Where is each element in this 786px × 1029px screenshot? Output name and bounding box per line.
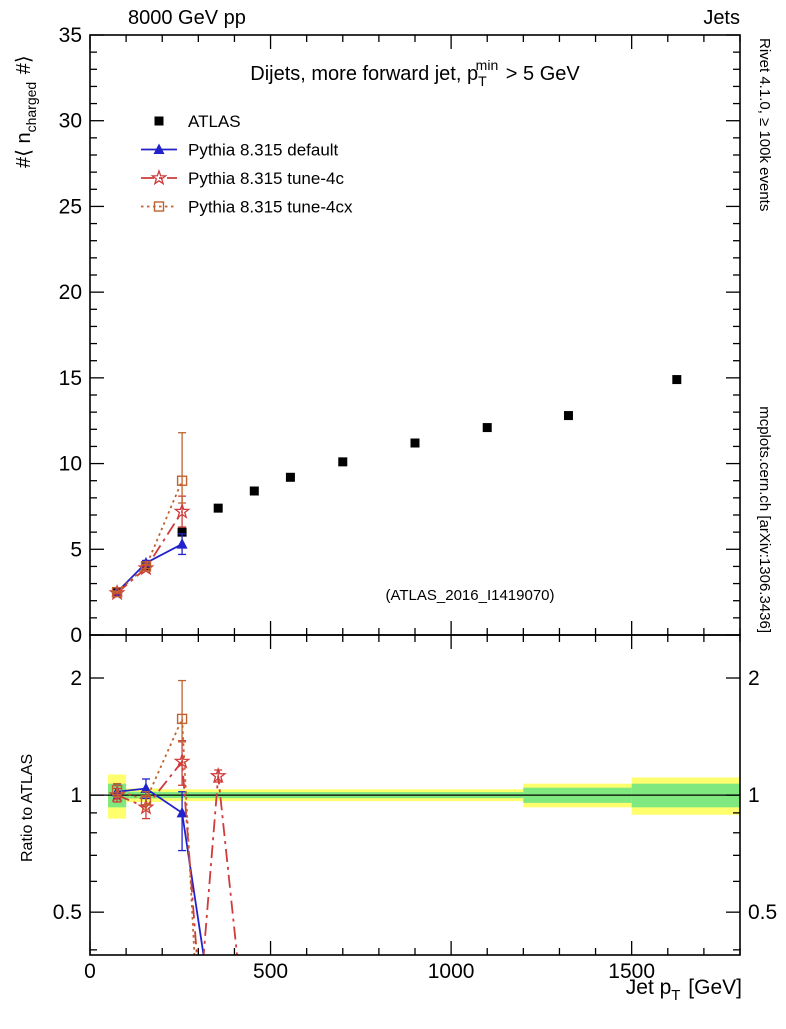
legend-label-pythia-4c: Pythia 8.315 tune-4c [188, 169, 344, 188]
data-point [176, 806, 188, 818]
tick-label: 20 [59, 281, 82, 304]
data-point [176, 475, 188, 486]
plot-title: Dijets, more forward jet, pTmin > 5 GeV [250, 57, 580, 89]
main-y-axis-title: #⟨ ncharged #⟩ [13, 55, 39, 168]
data-point [249, 486, 259, 496]
tick-label: 0.5 [748, 901, 777, 924]
tick-label: 0.5 [53, 901, 82, 924]
tick-label: 2 [70, 667, 82, 690]
tick-label: 35 [59, 24, 82, 47]
tick-label: 2 [748, 667, 760, 690]
series-pythia-8-315-tune-4cx [111, 679, 196, 955]
series-pythia-8-315-tune-4c [108, 740, 238, 955]
data-point [173, 502, 191, 519]
series-atlas [112, 375, 682, 597]
data-point [140, 561, 152, 572]
tick-label: 500 [253, 960, 288, 983]
tick-label: 0 [70, 624, 82, 647]
tick-label: 30 [59, 110, 82, 133]
analysis-id-watermark: (ATLAS_2016_I1419070) [385, 587, 554, 604]
tick-label: 1 [748, 784, 760, 807]
data-point [153, 201, 165, 212]
data-point [176, 538, 188, 549]
data-point [173, 752, 191, 769]
legend-label-pythia-default: Pythia 8.315 default [188, 141, 339, 160]
data-point [338, 457, 348, 467]
data-point [111, 784, 123, 796]
tick-label: 5 [70, 538, 82, 561]
rivet-version-label: Rivet 4.1.0, ≥ 100k events [756, 38, 773, 211]
mcplots-arxiv-label: mcplots.cern.ch [arXiv:1306.3436] [756, 406, 773, 633]
series-line [117, 787, 205, 955]
data-point [140, 782, 152, 793]
series-line [116, 480, 183, 593]
data-point [153, 143, 165, 154]
data-point [154, 116, 164, 126]
header-analysis-group: Jets [703, 7, 740, 29]
ratio-axis-title: Ratio to ATLAS [19, 754, 36, 862]
ratio-bands-layer [90, 774, 740, 819]
tick-label: 0 [84, 960, 96, 983]
tick-label: 10 [59, 453, 82, 476]
data-point [672, 375, 682, 385]
data-point [482, 423, 492, 433]
tick-label: 1500 [608, 960, 655, 983]
legend-label-pythia-4cx: Pythia 8.315 tune-4cx [188, 198, 353, 217]
series-pythia-8-315-tune-4cx [111, 432, 188, 598]
tick-label: 15 [59, 367, 82, 390]
data-point [111, 586, 123, 598]
axes-layer: 0 500 1000 1500 0 5 10 15 20 25 30 35 0.5 0.5 1 1 2 2 Dije… [13, 24, 777, 1004]
data-point [150, 169, 168, 186]
data-point [140, 795, 152, 806]
data-point [410, 438, 420, 448]
series-layer [108, 375, 682, 955]
legend-label-atlas: ATLAS [188, 112, 241, 131]
series-pythia-8-315-default [111, 778, 205, 955]
data-point [285, 472, 295, 482]
legend: ATLAS Pythia 8.315 default Pythia 8.315 … [141, 112, 353, 217]
series-line [116, 511, 183, 594]
tick-label: 1000 [428, 960, 475, 983]
x-axis-title: Jet pT [GeV] [626, 976, 742, 1004]
header-beam-energy: 8000 GeV pp [128, 7, 246, 29]
data-point [176, 713, 188, 725]
data-point [209, 766, 227, 784]
tick-label: 25 [59, 195, 82, 218]
tick-label: 1 [70, 784, 82, 807]
data-point [213, 503, 223, 513]
data-point [563, 411, 573, 421]
data-point [177, 527, 187, 537]
